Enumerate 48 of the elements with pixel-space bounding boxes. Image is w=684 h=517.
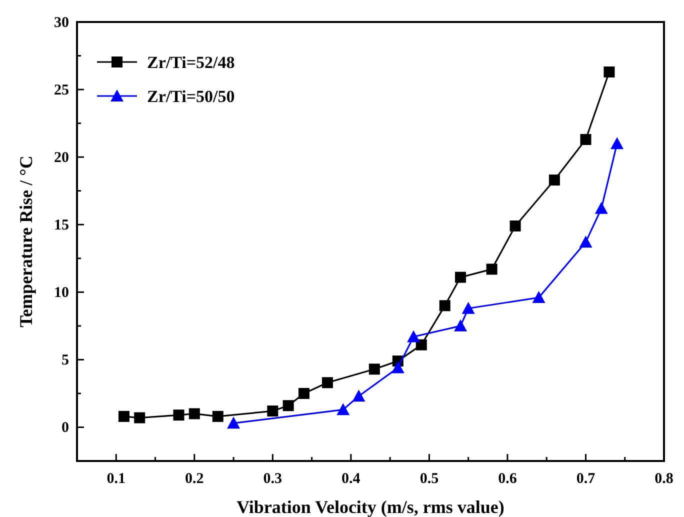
point <box>352 390 366 402</box>
point <box>594 202 608 214</box>
point <box>227 416 240 429</box>
point <box>454 319 468 332</box>
point <box>579 236 592 248</box>
point <box>510 220 521 232</box>
point <box>548 174 560 186</box>
point <box>322 377 333 388</box>
point <box>188 408 200 420</box>
point <box>212 410 224 422</box>
y-axis-title: Temperature Rise / °C <box>16 156 36 328</box>
x-tick-label: 0.3 <box>263 471 282 487</box>
point <box>173 410 184 421</box>
point <box>604 66 615 78</box>
x-tick-label: 0.7 <box>576 471 596 487</box>
y-tick-label: 0 <box>62 420 69 436</box>
legend-label: Zr/Ti=50/50 <box>147 87 235 106</box>
y-tick-label: 25 <box>54 82 69 99</box>
x-tick-label: 0.1 <box>106 471 126 487</box>
point <box>486 264 498 275</box>
x-tick-label: 0.8 <box>654 471 674 487</box>
point <box>462 302 475 314</box>
x-axis-title: Vibration Velocity (m/s, rms value) <box>236 497 504 517</box>
point <box>298 388 310 399</box>
point <box>267 406 278 417</box>
y-tick-label: 10 <box>54 285 69 302</box>
x-tick-label: 0.4 <box>342 471 361 487</box>
point <box>391 361 404 374</box>
point <box>118 410 130 422</box>
point <box>336 403 350 416</box>
point <box>439 300 450 312</box>
legend-label: Zr/Ti=52/48 <box>147 53 235 72</box>
x-tick-label: 0.6 <box>498 471 518 487</box>
y-tick-label: 30 <box>54 15 69 31</box>
point <box>134 412 146 424</box>
point <box>532 291 546 304</box>
point <box>610 137 624 150</box>
point <box>282 400 294 412</box>
y-tick-label: 15 <box>54 218 69 234</box>
point <box>580 134 592 146</box>
y-tick-label: 20 <box>54 150 69 166</box>
point <box>368 364 380 375</box>
point <box>455 272 466 283</box>
x-tick-label: 0.5 <box>420 471 439 487</box>
y-tick-label: 5 <box>62 352 69 369</box>
x-tick-label: 0.2 <box>185 471 204 487</box>
point <box>416 339 427 350</box>
point <box>407 330 420 342</box>
